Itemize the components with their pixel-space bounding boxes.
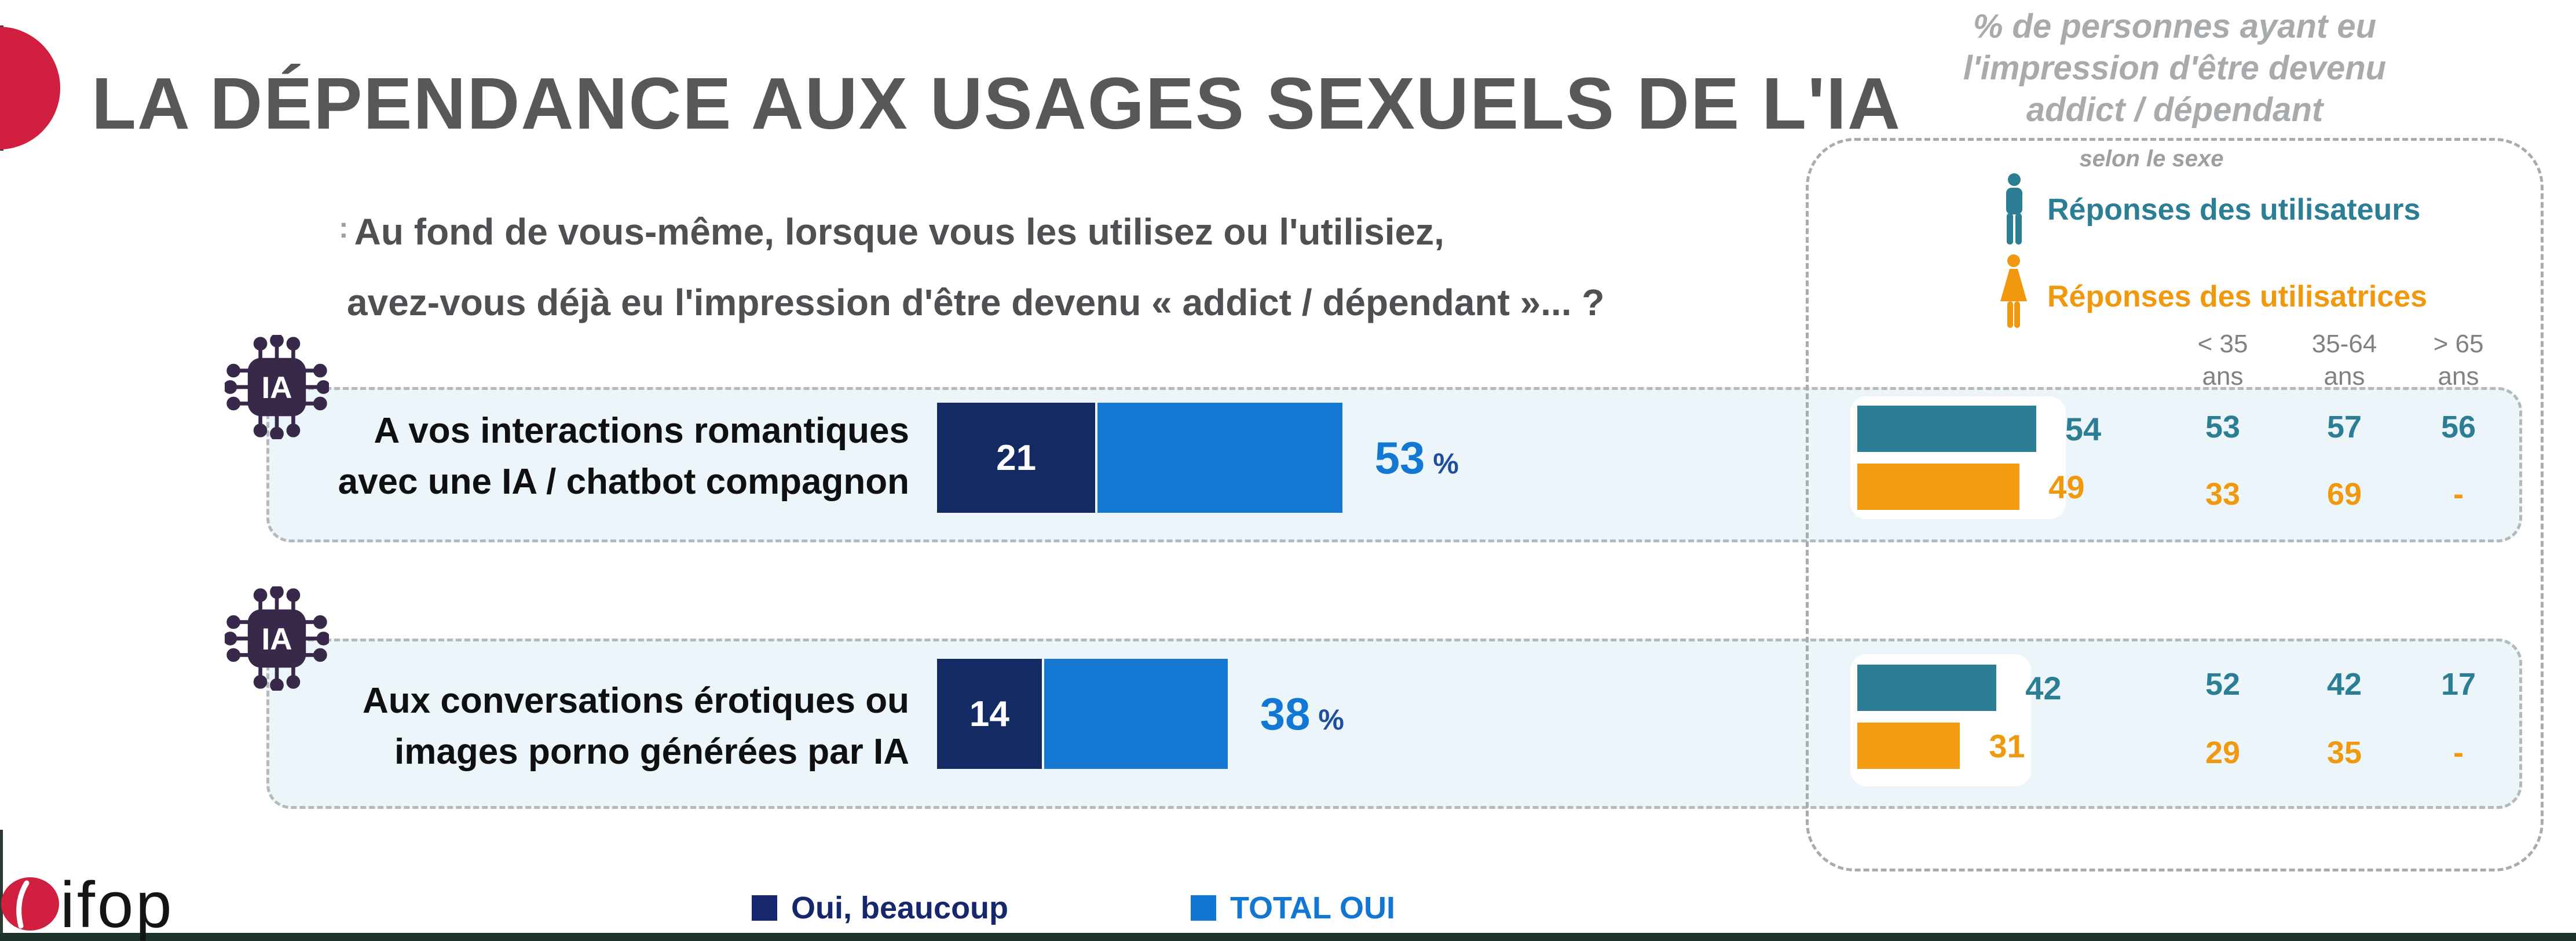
ifop-logo-text: ifop (60, 869, 174, 941)
red-accent-shape (0, 27, 60, 149)
panel-subtitle: selon le sexe (2079, 146, 2224, 172)
women-age-lt35: 33 (2205, 477, 2241, 512)
ia-chip-icon: IA (225, 586, 329, 691)
ia-chip-label: IA (261, 371, 292, 405)
bar-row-romantic: 21 53 % (937, 403, 1459, 513)
left-edge-line-bottom (0, 830, 3, 941)
age-header-gt65: > 65 ans (2433, 330, 2484, 391)
side-panel-frame (1806, 138, 2544, 871)
women-age-35-64: 69 (2326, 477, 2362, 512)
panel-women-bar-row-erotic: 31 (1857, 723, 2025, 769)
legend-item-total-oui: TOTAL OUI (1191, 890, 1395, 926)
total-oui-bar: 21 (937, 403, 1342, 513)
women-age-lt35: 29 (2205, 735, 2241, 770)
men-age-lt35: 53 (2205, 410, 2241, 444)
men-total-value: 42 (2025, 669, 2062, 706)
women-bar (1857, 723, 1960, 769)
panel-men-bar-row-romantic: 54 (1857, 406, 2101, 452)
bottom-border-strip (0, 933, 2576, 941)
panel-women-bar-row-romantic: 49 (1857, 464, 2085, 510)
oui-beaucoup-bar: 21 (937, 403, 1098, 513)
oui-beaucoup-bar: 14 (937, 659, 1044, 769)
category-label-romantic: A vos interactions romantiques avec une … (338, 411, 909, 502)
panel-men-bar-row-erotic: 42 (1857, 665, 2062, 711)
men-total-value: 54 (2065, 410, 2102, 447)
women-total-value: 31 (1989, 727, 2025, 764)
ia-chip-label: IA (261, 622, 292, 656)
men-bar (1857, 406, 2036, 452)
total-oui-value: 53 % (1374, 432, 1459, 483)
total-oui-label: TOTAL OUI (1230, 891, 1396, 925)
men-age-35-64: 42 (2326, 667, 2362, 702)
total-oui-value: 38 % (1260, 688, 1344, 739)
stray-mark: : (339, 211, 349, 244)
oui-beaucoup-value: 21 (996, 437, 1037, 478)
category-label-erotic: Aux conversations érotiques ou images po… (363, 681, 909, 772)
survey-question-line1: : Au fond de vous-même, lorsque vous les … (339, 211, 1444, 253)
survey-question-line2: avez-vous déjà eu l'impression d'être de… (347, 282, 1605, 323)
women-age-gt65: - (2453, 477, 2464, 512)
male-icon (2006, 173, 2022, 245)
women-total-value: 49 (2048, 468, 2085, 505)
women-age-35-64: 35 (2326, 735, 2362, 770)
page-title: LA DÉPENDANCE AUX USAGES SEXUELS DE L'IA (92, 63, 1902, 144)
men-age-gt65: 56 (2440, 410, 2476, 444)
women-age-gt65: - (2453, 735, 2464, 770)
men-age-35-64: 57 (2326, 410, 2362, 444)
female-icon (2000, 254, 2027, 328)
panel-title: % de personnes ayant eu l'impression d'ê… (1963, 8, 2387, 129)
women-bar (1857, 464, 2020, 510)
ifop-logo: ifop (1, 869, 174, 941)
row-box-romantic (266, 387, 2522, 542)
legend-item-oui-beaucoup: Oui, beaucoup (752, 890, 1008, 926)
age-header-lt35: < 35 ans (2197, 330, 2248, 391)
bar-row-erotic: 14 38 % (937, 659, 1344, 769)
oui-beaucoup-value: 14 (969, 694, 1009, 734)
row-box-erotic (266, 639, 2522, 809)
men-age-lt35: 52 (2205, 667, 2241, 702)
age-header-35-64: 35-64 ans (2311, 330, 2377, 391)
legend-women: Réponses des utilisatrices (2047, 280, 2428, 313)
total-oui-swatch (1191, 895, 1216, 921)
legend-men: Réponses des utilisateurs (2047, 193, 2421, 227)
men-age-gt65: 17 (2440, 667, 2476, 702)
oui-beaucoup-label: Oui, beaucoup (791, 891, 1009, 925)
ia-chip-icon: IA (225, 335, 329, 439)
total-oui-bar: 14 (937, 659, 1228, 769)
men-bar (1857, 665, 1997, 711)
oui-beaucoup-swatch (752, 895, 777, 921)
survey-question: : Au fond de vous-même, lorsque vous les … (339, 213, 1604, 321)
